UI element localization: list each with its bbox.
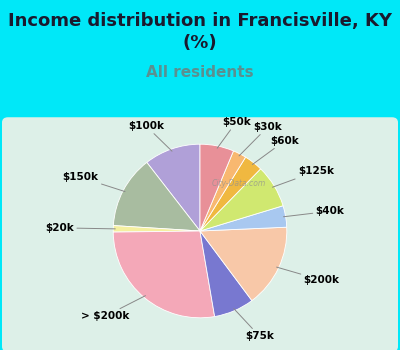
Text: $100k: $100k: [128, 121, 172, 151]
FancyBboxPatch shape: [2, 117, 398, 350]
Wedge shape: [200, 157, 261, 231]
Wedge shape: [200, 144, 234, 231]
Wedge shape: [200, 169, 283, 231]
Text: $40k: $40k: [284, 206, 344, 217]
Text: Income distribution in Francisville, KY
(%): Income distribution in Francisville, KY …: [8, 12, 392, 52]
Text: $60k: $60k: [252, 136, 299, 164]
Text: $30k: $30k: [239, 122, 282, 156]
Wedge shape: [113, 225, 200, 232]
Text: All residents: All residents: [146, 65, 254, 80]
Text: $150k: $150k: [63, 173, 125, 191]
Wedge shape: [113, 162, 200, 231]
Text: City-Data.com: City-Data.com: [212, 179, 266, 188]
Text: $20k: $20k: [46, 223, 115, 233]
Wedge shape: [200, 151, 246, 231]
Wedge shape: [147, 144, 200, 231]
Wedge shape: [113, 231, 215, 318]
Wedge shape: [200, 227, 287, 301]
Wedge shape: [200, 206, 287, 231]
Wedge shape: [200, 231, 252, 316]
Text: $200k: $200k: [277, 267, 340, 285]
Text: > $200k: > $200k: [80, 296, 146, 321]
Text: $50k: $50k: [217, 117, 250, 148]
Text: $75k: $75k: [234, 309, 274, 341]
Text: $125k: $125k: [272, 167, 334, 187]
